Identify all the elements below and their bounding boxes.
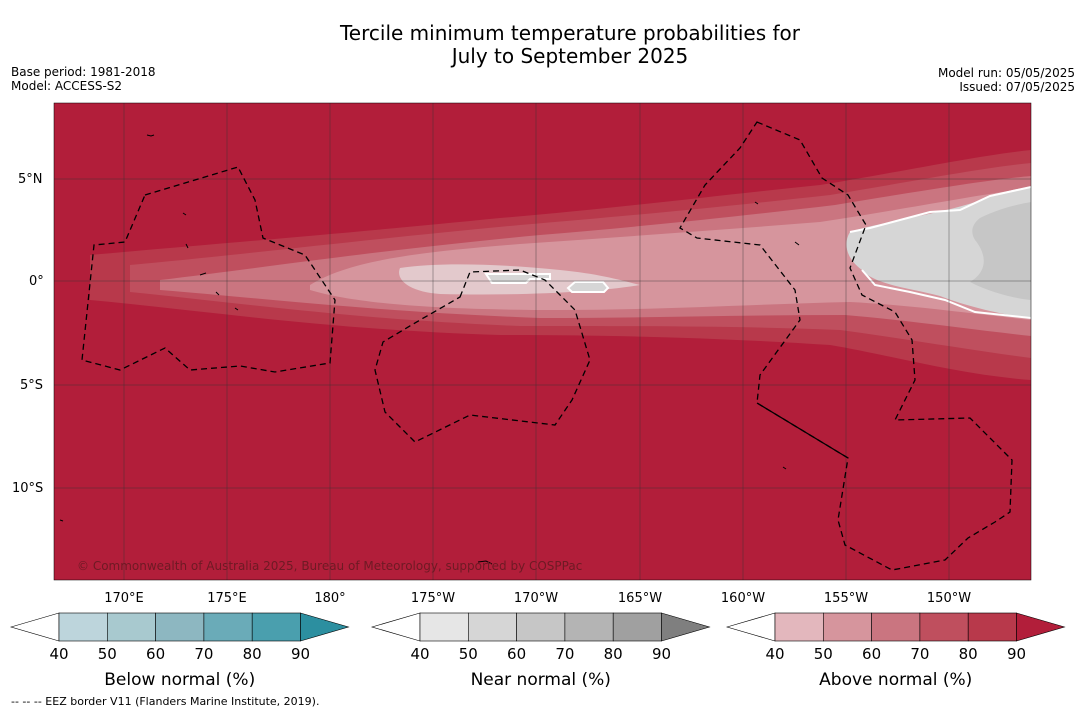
- colorbar-segment: [871, 612, 921, 642]
- colorbar-tick-label: 40: [410, 645, 429, 663]
- lon-label: 175°W: [411, 591, 455, 606]
- colorbar-tick-label: 80: [959, 645, 978, 663]
- lon-label: 160°W: [721, 591, 765, 606]
- colorbar-tick-label: 70: [910, 645, 929, 663]
- colorbar-tick-label: 70: [555, 645, 574, 663]
- colorbar-below-normal: 40 50 60 70 80 90 Below normal (%): [9, 612, 350, 690]
- colorbar-low-extension: [725, 612, 776, 642]
- colorbar-tick-label: 50: [814, 645, 833, 663]
- colorbar-segment: [155, 612, 205, 642]
- eez-line-segment: [756, 402, 849, 459]
- map-frame: [53, 102, 1032, 581]
- model-name: Model: ACCESS-S2: [11, 79, 123, 93]
- colorbar-tick-label: 40: [765, 645, 784, 663]
- colorbar-segment: [467, 612, 517, 642]
- lon-label: 155°W: [824, 591, 868, 606]
- colorbar-segment: [203, 612, 253, 642]
- colorbar-tick-label: 90: [291, 645, 310, 663]
- colorbar-tick-label: 60: [862, 645, 881, 663]
- near-normal-50-band: [970, 202, 1031, 300]
- colorbar-tick-label: 90: [652, 645, 671, 663]
- lon-label: 180°: [314, 591, 345, 606]
- colorbar-segment: [822, 612, 872, 642]
- colorbar-tick-label: 50: [459, 645, 478, 663]
- lat-label: 0°: [29, 274, 44, 289]
- lon-label: 175°E: [207, 591, 247, 606]
- map-title: Tercile minimum temperature probabilitie…: [0, 22, 1085, 68]
- colorbar-segment: [516, 612, 566, 642]
- colorbar-title: Above normal (%): [819, 670, 972, 690]
- lon-label: 170°W: [514, 591, 558, 606]
- graticule: [54, 103, 1031, 580]
- colorbar-title: Near normal (%): [471, 670, 611, 690]
- lat-labels: 5°N 0° 5°S 10°S: [12, 172, 44, 496]
- eez-footnote: -- -- -- EEZ border V11 (Flanders Marine…: [11, 695, 320, 708]
- colorbar-segment: [774, 612, 824, 642]
- map-panel: © Commonwealth of Australia 2025, Bureau…: [54, 103, 1031, 580]
- colorbar-segment: [612, 612, 662, 642]
- near-normal-patch-2: [566, 281, 610, 293]
- colorbar-above-normal: 40 50 60 70 80 90 Above normal (%): [725, 612, 1066, 690]
- meta-right: Model run: 05/05/2025 Issued: 07/05/2025: [938, 66, 1075, 94]
- colorbar-segment: [967, 612, 1017, 642]
- colorbar-high-extension: [1016, 612, 1066, 642]
- colorbar-segment: [107, 612, 156, 642]
- colorbar-segment: [251, 612, 301, 642]
- colorbar-low-extension: [370, 612, 421, 642]
- lon-label: 150°W: [927, 591, 971, 606]
- colorbar-high-extension: [661, 612, 711, 642]
- islands: [59, 134, 800, 565]
- colorbar-segment: [58, 612, 108, 642]
- colorbar-tick-label: 50: [98, 645, 117, 663]
- issued-date: Issued: 07/05/2025: [959, 80, 1075, 94]
- colorbar-low-extension: [9, 612, 60, 642]
- lon-labels: 170°E 175°E 180° 175°W 170°W 165°W 160°W…: [104, 591, 971, 606]
- colorbar-high-extension: [300, 612, 350, 642]
- colorbar-tick-label: 60: [507, 645, 526, 663]
- colorbar-tick-label: 40: [49, 645, 68, 663]
- lat-label: 5°N: [18, 172, 43, 187]
- lat-label: 5°S: [20, 378, 43, 393]
- colorbar-tick-label: 70: [194, 645, 213, 663]
- colorbar-segment: [564, 612, 614, 642]
- title-line-2: July to September 2025: [451, 44, 689, 68]
- model-run: Model run: 05/05/2025: [937, 66, 1075, 80]
- colorbar-segment: [419, 612, 469, 642]
- title-line-1: Tercile minimum temperature probabilitie…: [339, 21, 801, 45]
- base-period: Base period: 1981-2018: [11, 65, 156, 79]
- lon-label: 165°W: [618, 591, 662, 606]
- meta-left: Base period: 1981-2018 Model: ACCESS-S2: [11, 65, 156, 93]
- near-normal-contour: [849, 186, 1031, 319]
- colorbar-near-normal: 40 50 60 70 80 90 Near normal (%): [370, 612, 711, 690]
- colorbar-tick-label: 90: [1007, 645, 1026, 663]
- copyright-notice: © Commonwealth of Australia 2025, Bureau…: [77, 559, 582, 573]
- eez-borders: [81, 121, 1013, 571]
- lon-label: 170°E: [104, 591, 144, 606]
- colorbar-tick-label: 80: [243, 645, 262, 663]
- colorbar-segment: [919, 612, 969, 642]
- colorbar-tick-label: 80: [604, 645, 623, 663]
- colorbar-title: Below normal (%): [104, 670, 255, 690]
- colorbar-tick-label: 60: [146, 645, 165, 663]
- lat-label: 10°S: [12, 481, 43, 496]
